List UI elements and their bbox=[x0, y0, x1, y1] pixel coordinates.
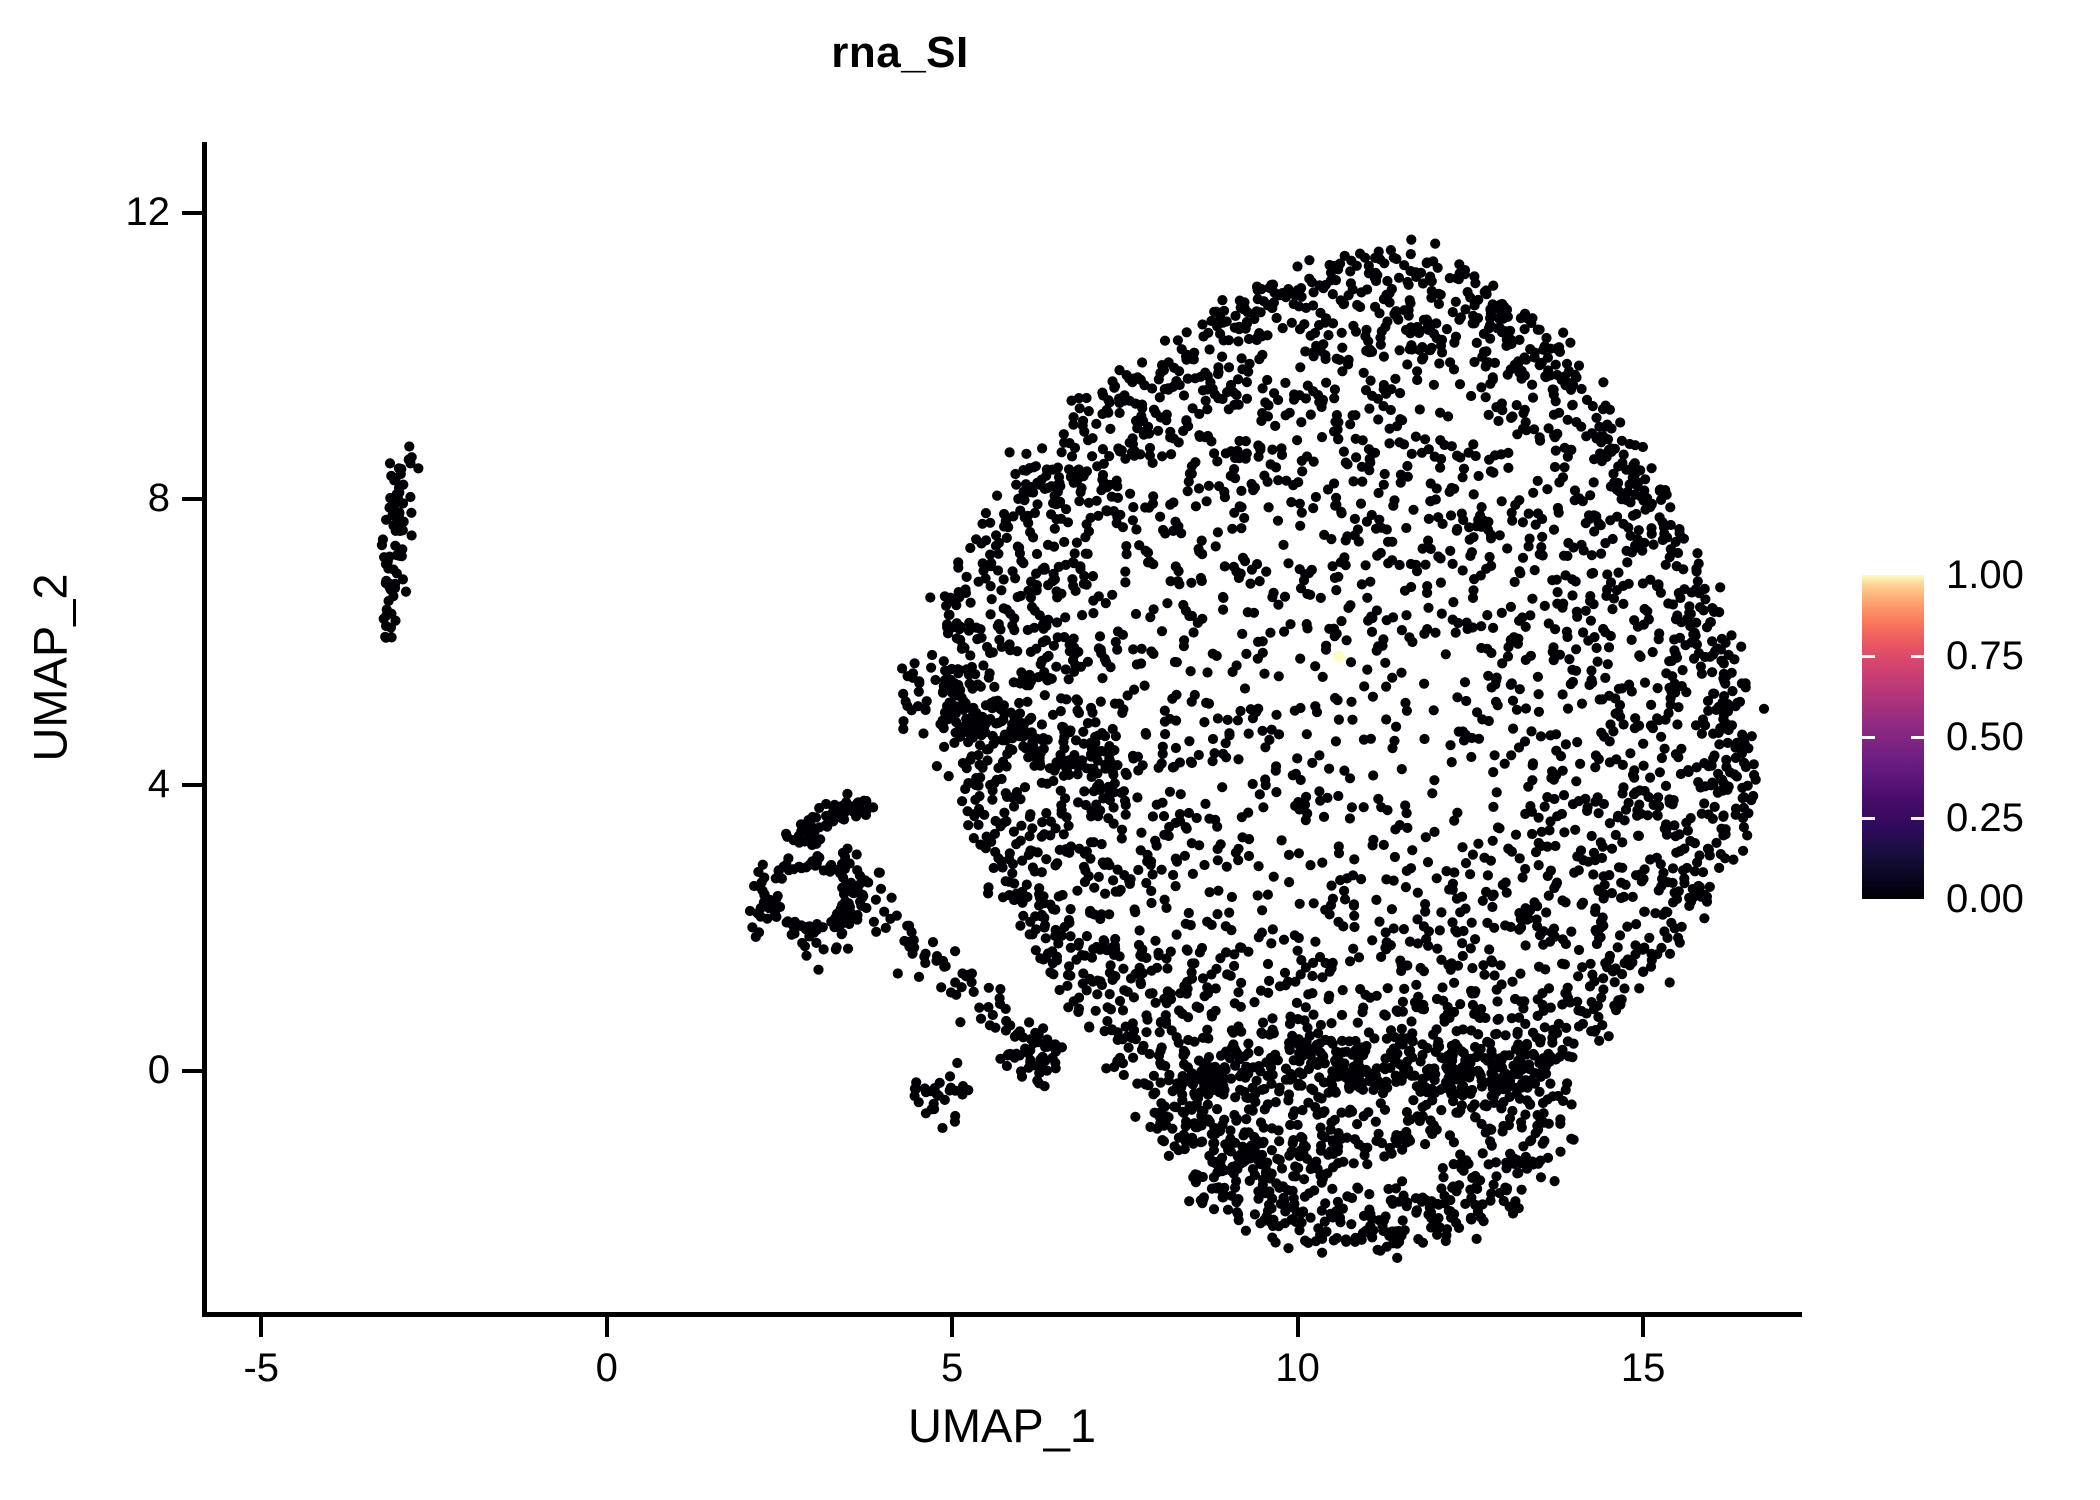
y-tick-mark bbox=[182, 783, 203, 788]
colorbar-tick-mark bbox=[1862, 655, 1875, 658]
y-tick-mark bbox=[182, 211, 203, 216]
x-tick-mark bbox=[950, 1316, 955, 1337]
x-tick-mark bbox=[604, 1316, 609, 1337]
colorbar-tick-mark bbox=[1911, 817, 1924, 820]
colorbar-tick-mark bbox=[1911, 655, 1924, 658]
colorbar-tick-label: 0.50 bbox=[1946, 715, 2024, 759]
y-tick-label: 0 bbox=[147, 1048, 170, 1093]
scatter-points-layer bbox=[376, 234, 1770, 1263]
colorbar-legend: 0.00 0.25 0.50 0.75 1.00 bbox=[1862, 555, 2092, 919]
y-tick-label: 8 bbox=[147, 476, 170, 521]
colorbar-tick-mark bbox=[1862, 736, 1875, 739]
plot-panel bbox=[206, 142, 1802, 1314]
x-axis-label: UMAP_1 bbox=[907, 1399, 1097, 1452]
x-tick-mark bbox=[1295, 1316, 1300, 1337]
y-tick-mark bbox=[182, 1069, 203, 1074]
colorbar-tick-label: 1.00 bbox=[1946, 553, 2024, 597]
y-tick-mark bbox=[182, 497, 203, 502]
colorbar-tick-label: 0.25 bbox=[1946, 796, 2024, 840]
colorbar-tick-mark bbox=[1862, 817, 1875, 820]
y-tick-label: 12 bbox=[125, 190, 171, 235]
page-title: rna_SI bbox=[831, 28, 969, 77]
colorbar-tick-label: 0.75 bbox=[1946, 634, 2024, 678]
x-tick-label: 5 bbox=[941, 1346, 964, 1390]
x-tick-label: 0 bbox=[595, 1346, 618, 1390]
y-axis-line bbox=[202, 142, 207, 1317]
x-tick-mark bbox=[259, 1316, 264, 1337]
x-tick-mark bbox=[1641, 1316, 1646, 1337]
x-tick-label: 15 bbox=[1620, 1346, 1666, 1390]
y-tick-label: 4 bbox=[147, 762, 170, 807]
x-tick-label: 10 bbox=[1275, 1346, 1320, 1390]
x-tick-label: -5 bbox=[243, 1346, 280, 1390]
x-axis-line bbox=[202, 1312, 1802, 1317]
colorbar-tick-label: 0.00 bbox=[1946, 877, 2024, 921]
colorbar-tick-mark bbox=[1911, 736, 1924, 739]
y-axis-label: UMAP_2 bbox=[23, 573, 77, 762]
